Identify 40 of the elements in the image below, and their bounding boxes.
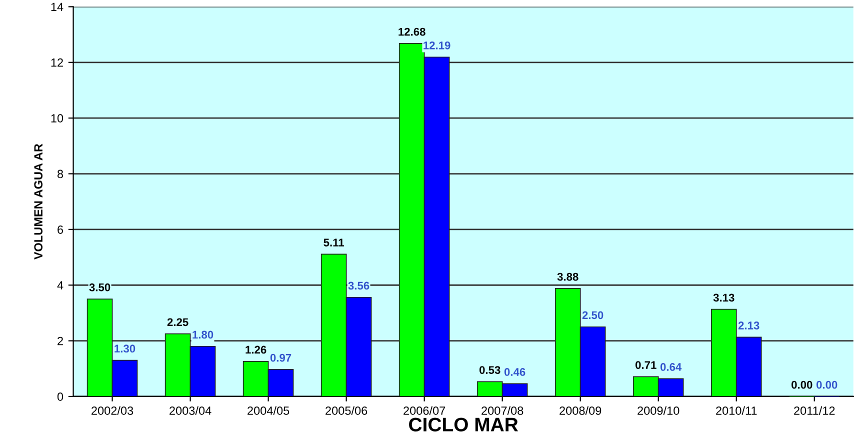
y-tick-label: 10 [51,114,64,122]
data-label: 0.97 [270,354,292,362]
x-tick-label: 2009/10 [638,406,680,415]
y-tick-label: 2 [58,336,63,346]
data-label: 1.30 [114,344,136,353]
x-tick-label: 2005/06 [326,406,368,415]
x-tick-label: 2003/04 [170,406,212,415]
x-tick-label: 2007/08 [482,406,524,415]
data-label: 2.50 [582,311,604,320]
y-tick-label: 12 [51,58,63,67]
data-label: 3.88 [557,272,578,281]
x-tick-label: 2006/07 [404,406,446,415]
data-label: 3.13 [713,294,734,302]
y-tick-label: 8 [57,170,64,178]
data-label: 3.50 [89,283,110,292]
data-label: 5.11 [324,238,344,246]
data-label: 0.64 [660,363,682,371]
x-tick-label: 2004/05 [248,406,290,415]
x-tick-label: 2008/09 [560,406,602,415]
y-tick-label: 6 [58,225,64,234]
data-label: 1.26 [246,346,266,354]
data-label: 2.25 [167,318,188,326]
data-label: 0.00 [792,380,812,389]
y-tick-label: 0 [57,392,64,401]
y-tick-label: 4 [57,281,64,290]
data-label: 3.56 [348,282,370,290]
data-label: 0.71 [636,361,656,369]
x-tick-label: 2011/12 [794,406,835,415]
x-tick-label: 2002/03 [92,406,134,415]
data-label: 12.19 [424,41,450,50]
x-axis-title: CICLO MAR [409,418,518,432]
data-label: 2.13 [738,322,760,330]
y-axis-title: VOLUMEN AGUA AR [34,144,43,260]
data-label: 0.53 [479,366,500,374]
data-label: 0.46 [504,368,526,376]
data-label: 1.80 [192,330,214,339]
data-label: 0.00 [816,380,838,389]
x-tick-label: 2010/11 [716,406,757,415]
data-label: 12.68 [398,28,426,36]
y-tick-label: 14 [51,2,64,11]
